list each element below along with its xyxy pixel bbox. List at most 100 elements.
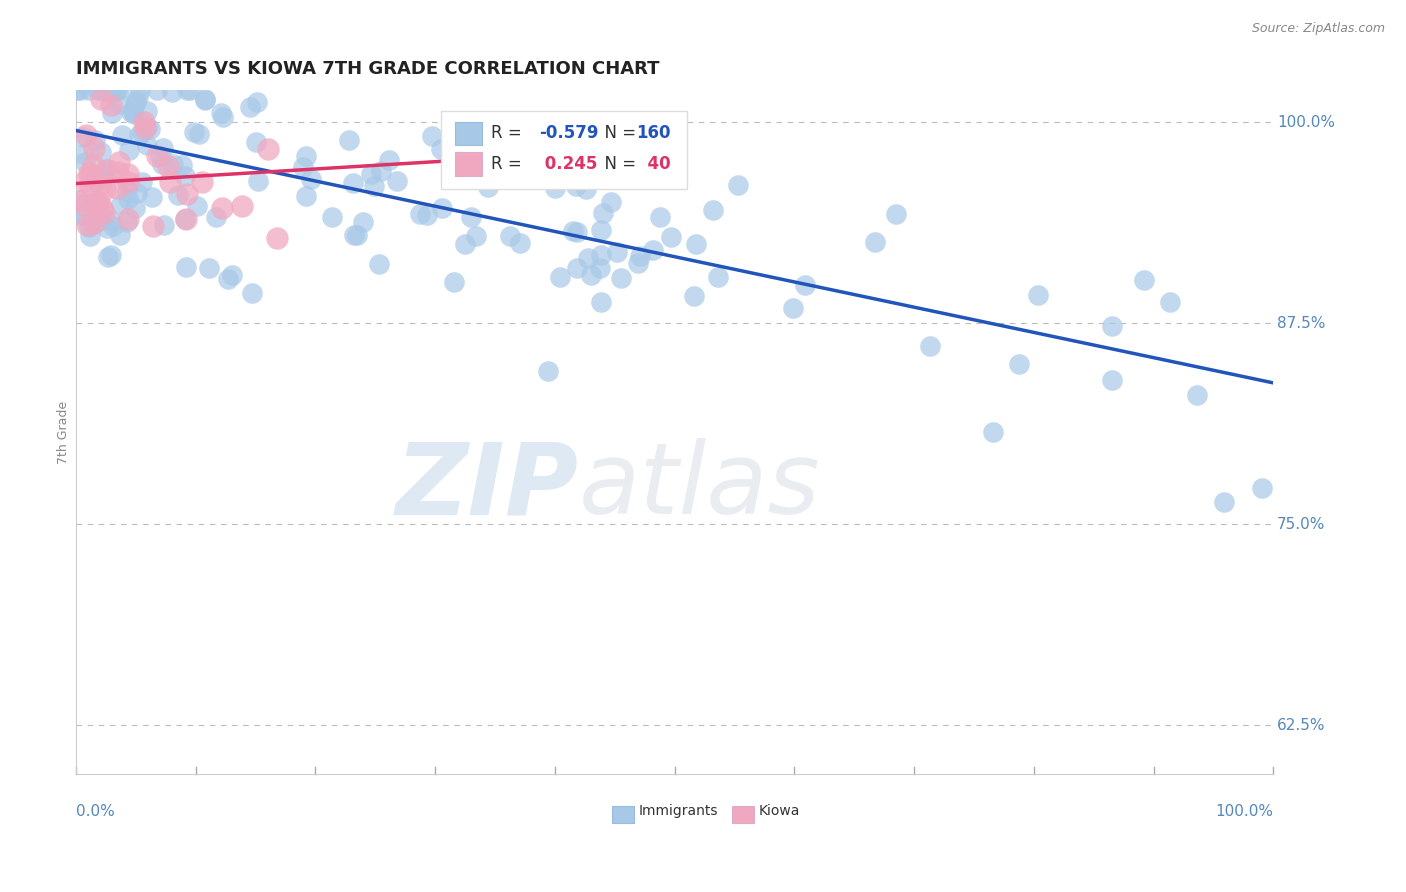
Point <box>179 83 201 97</box>
Point <box>727 178 749 192</box>
Point <box>67 193 90 207</box>
Point <box>105 83 128 97</box>
Point <box>576 251 599 265</box>
Point <box>100 87 122 101</box>
Point <box>1008 357 1031 371</box>
Point <box>1212 495 1234 509</box>
Point <box>291 160 314 174</box>
Point <box>110 196 132 211</box>
Point <box>73 174 96 188</box>
Point <box>231 199 253 213</box>
Point <box>170 158 193 172</box>
Point <box>146 83 169 97</box>
Point <box>592 205 614 219</box>
Point <box>295 149 318 163</box>
Point <box>90 92 112 106</box>
Point <box>600 194 623 209</box>
Point <box>422 128 444 143</box>
Point <box>82 158 104 172</box>
Point <box>83 216 105 230</box>
Point <box>72 129 94 144</box>
Point <box>77 83 100 97</box>
Text: R =: R = <box>491 124 527 143</box>
Text: 100.0%: 100.0% <box>1216 805 1274 820</box>
Point <box>239 100 262 114</box>
Point <box>127 90 149 104</box>
Point <box>96 221 118 235</box>
Point <box>73 154 96 169</box>
Point <box>205 210 228 224</box>
Bar <box>456 153 482 176</box>
Point <box>83 133 105 147</box>
Point <box>246 174 269 188</box>
Text: Kiowa: Kiowa <box>758 805 800 818</box>
Point <box>499 137 522 152</box>
Point <box>105 181 128 195</box>
Point <box>174 211 197 226</box>
Text: ZIP: ZIP <box>396 438 579 535</box>
Point <box>370 163 392 178</box>
Point <box>194 94 217 108</box>
Point <box>321 210 343 224</box>
Point <box>641 243 664 257</box>
Point <box>159 175 181 189</box>
Point <box>589 223 612 237</box>
Point <box>194 93 217 107</box>
Point <box>129 83 152 97</box>
Point <box>589 295 612 310</box>
Point <box>589 261 612 276</box>
Point <box>122 105 145 120</box>
Point <box>217 271 239 285</box>
Text: 40: 40 <box>637 155 671 173</box>
Point <box>152 218 174 232</box>
Point <box>91 201 114 215</box>
Point <box>117 175 139 189</box>
Point <box>149 149 172 163</box>
Bar <box>733 806 754 823</box>
Point <box>69 194 91 208</box>
Point <box>183 125 205 139</box>
Point <box>294 189 316 203</box>
Point <box>461 168 484 182</box>
Point <box>173 212 195 227</box>
Point <box>562 225 585 239</box>
Point <box>134 120 156 135</box>
Point <box>97 163 120 178</box>
Point <box>72 206 94 220</box>
Text: R =: R = <box>491 155 527 173</box>
Bar <box>613 806 634 823</box>
Point <box>337 133 360 147</box>
Point <box>346 228 368 243</box>
Point <box>702 202 724 217</box>
Point <box>132 115 155 129</box>
Text: Source: ZipAtlas.com: Source: ZipAtlas.com <box>1251 22 1385 36</box>
Point <box>94 182 117 196</box>
Point <box>79 178 101 193</box>
Point <box>94 161 117 176</box>
Text: 75.0%: 75.0% <box>1277 517 1326 532</box>
Point <box>87 171 110 186</box>
Point <box>537 117 560 131</box>
Point <box>75 128 97 142</box>
Point <box>115 184 138 198</box>
Point <box>187 128 209 142</box>
Point <box>197 261 219 276</box>
Point <box>211 201 233 215</box>
Point <box>100 98 122 112</box>
Point <box>415 208 437 222</box>
Point <box>131 125 153 139</box>
Point <box>139 121 162 136</box>
Point <box>589 248 612 262</box>
Point <box>176 187 198 202</box>
Point <box>91 165 114 179</box>
Point <box>150 157 173 171</box>
Point <box>360 167 382 181</box>
Point <box>174 260 197 274</box>
Point <box>685 236 707 251</box>
Point <box>90 145 112 160</box>
Point <box>79 229 101 244</box>
Text: 87.5%: 87.5% <box>1277 316 1326 331</box>
Point <box>565 179 588 194</box>
Point <box>918 339 941 353</box>
Point <box>135 137 157 152</box>
